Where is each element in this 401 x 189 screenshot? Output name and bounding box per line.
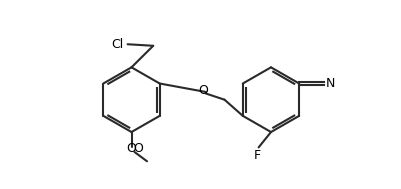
Text: O: O [127, 143, 136, 156]
Text: O: O [133, 143, 143, 156]
Text: F: F [253, 149, 261, 162]
Text: N: N [326, 77, 335, 90]
Text: O: O [198, 84, 208, 97]
Text: Cl: Cl [111, 38, 124, 51]
